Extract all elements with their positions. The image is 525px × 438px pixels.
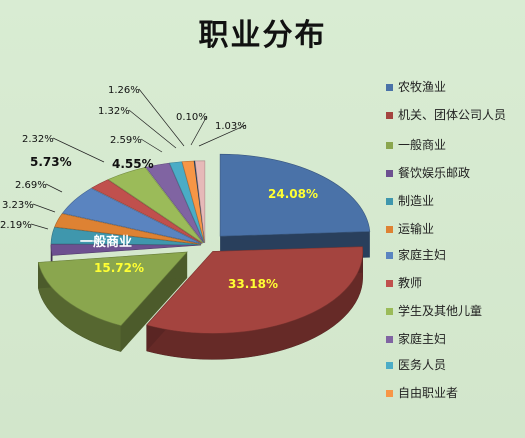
legend-item: 教师 bbox=[386, 276, 422, 290]
legend-swatch bbox=[386, 390, 393, 397]
pie-slice-7 bbox=[91, 179, 203, 244]
pie-slice-10 bbox=[169, 161, 205, 243]
leader-line-3 bbox=[30, 223, 49, 230]
legend-item: 运输业 bbox=[386, 222, 434, 236]
legend-swatch bbox=[386, 336, 393, 343]
pie-slice-1 bbox=[146, 246, 364, 334]
chart-title: 职业分布 bbox=[198, 18, 327, 53]
legend-label: 运输业 bbox=[398, 222, 435, 236]
legend-swatch bbox=[386, 198, 393, 205]
legend-label: 自由职业者 bbox=[398, 386, 459, 400]
legend-item: 医务人员 bbox=[386, 358, 446, 372]
data-label-7: 2.32% bbox=[22, 134, 54, 145]
leader-line-12 bbox=[190, 115, 208, 146]
pie-slice-13 bbox=[194, 160, 206, 243]
legend-label: 制造业 bbox=[398, 194, 435, 208]
pie-slice-8 bbox=[107, 167, 204, 244]
data-label-0: 24.08% bbox=[268, 187, 318, 201]
data-label-8: 4.55% bbox=[112, 157, 154, 171]
legend-label: 医务人员 bbox=[398, 358, 447, 372]
leader-line-5 bbox=[45, 183, 63, 193]
data-label-1: 33.18% bbox=[228, 277, 278, 291]
legend-label: 教师 bbox=[398, 276, 423, 290]
data-labels: 24.08% 33.18% 15.72% 2.19% 3.23% 2.69% 5.73% 2.… bbox=[0, 85, 318, 291]
legend-item: 一般商业 bbox=[386, 138, 446, 152]
data-label-5: 2.69% bbox=[15, 180, 47, 191]
leader-line-11 bbox=[138, 88, 185, 147]
legend-swatch bbox=[386, 308, 393, 315]
legend-swatch bbox=[386, 226, 393, 233]
data-label-12: 0.10% bbox=[176, 112, 208, 123]
pie-slice-3 bbox=[50, 243, 202, 256]
pie-slice-2 bbox=[37, 251, 188, 326]
legend-item: 餐饮娱乐邮政 bbox=[386, 166, 470, 180]
pie-slices bbox=[37, 153, 371, 334]
legend-swatch bbox=[386, 112, 393, 119]
data-label-9: 2.59% bbox=[110, 135, 142, 146]
legend-swatch bbox=[386, 142, 393, 149]
legend-label: 学生及其他儿童 bbox=[398, 304, 483, 318]
slice-category-label: 一般商业 bbox=[80, 234, 132, 250]
legend-item: 制造业 bbox=[386, 194, 434, 208]
pie-slice-0 bbox=[219, 153, 371, 237]
data-label-4: 3.23% bbox=[2, 200, 34, 211]
data-label-6: 5.73% bbox=[30, 155, 72, 169]
leader-line-4 bbox=[32, 203, 56, 213]
leader-line-10 bbox=[128, 109, 177, 149]
leader-line-13 bbox=[198, 124, 247, 147]
data-label-2: 15.72% bbox=[94, 261, 144, 275]
legend-item: 农牧渔业 bbox=[386, 80, 446, 94]
legend-item: 家庭主妇 bbox=[386, 248, 446, 262]
pie-slice-5 bbox=[54, 213, 202, 245]
legend-swatch bbox=[386, 170, 393, 177]
leader-line-7 bbox=[52, 137, 105, 163]
legend-label: 机关、团体公司人员 bbox=[398, 108, 507, 122]
legend-item: 学生及其他儿童 bbox=[386, 304, 482, 318]
pie-slice-4 bbox=[50, 227, 202, 246]
leader-lines bbox=[30, 88, 247, 230]
legend-item: 机关、团体公司人员 bbox=[386, 108, 506, 122]
legend-label: 餐饮娱乐邮政 bbox=[398, 166, 471, 180]
legend-item: 家庭主妇 bbox=[386, 332, 446, 346]
legend-label: 农牧渔业 bbox=[398, 80, 447, 94]
legend-label: 家庭主妇 bbox=[398, 248, 447, 262]
legend-swatch bbox=[386, 362, 393, 369]
data-label-13: 1.03% bbox=[215, 121, 247, 132]
legend-swatch bbox=[386, 84, 393, 91]
data-label-11: 1.26% bbox=[108, 85, 140, 96]
legend-swatch bbox=[386, 280, 393, 287]
legend-swatch bbox=[386, 252, 393, 259]
legend-label: 一般商业 bbox=[398, 138, 447, 152]
leader-line-9 bbox=[140, 138, 163, 153]
data-label-3: 2.19% bbox=[0, 220, 32, 231]
data-label-10: 1.32% bbox=[98, 106, 130, 117]
pie-slice-9 bbox=[145, 162, 205, 244]
legend-item: 自由职业者 bbox=[386, 386, 458, 400]
pie-slice-6 bbox=[61, 187, 202, 245]
legend-label: 家庭主妇 bbox=[398, 332, 447, 346]
